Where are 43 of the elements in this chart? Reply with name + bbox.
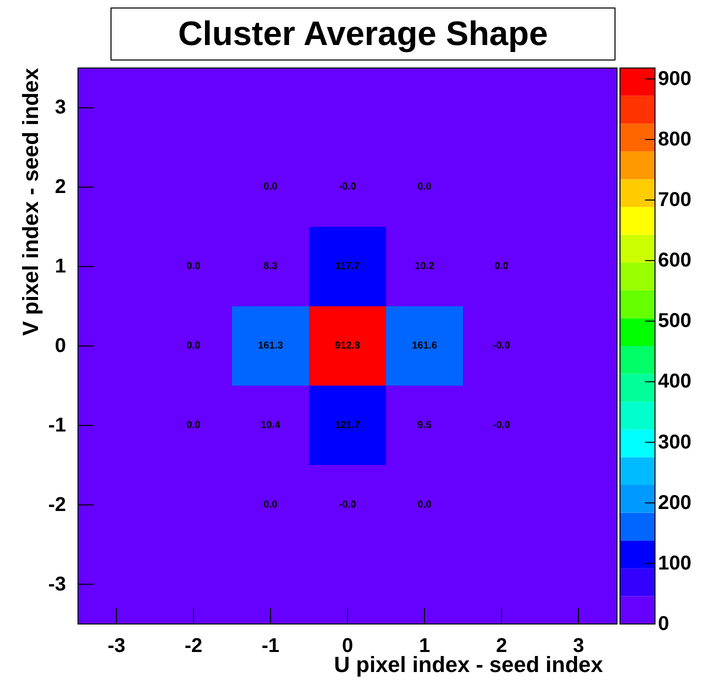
y-tick-label: 1 (54, 256, 66, 278)
color-bar-label: 200 (658, 492, 692, 514)
color-bar-label: 900 (658, 68, 692, 90)
y-tick-label: 2 (54, 176, 66, 198)
y-tick-label: 0 (54, 335, 66, 357)
y-tick-label: -1 (48, 414, 66, 436)
data-label: 912.8 (334, 340, 360, 352)
data-label: 9.5 (418, 420, 432, 431)
x-tick-label: -2 (184, 635, 202, 657)
data-label: -0.0 (492, 420, 511, 431)
color-bar-label: 0 (658, 613, 670, 635)
x-tick-label: -1 (262, 635, 280, 657)
data-label: 161.6 (412, 340, 438, 352)
y-tick-label: 3 (54, 96, 66, 119)
data-label: 0.0 (264, 499, 278, 510)
data-label: 8.3 (264, 261, 278, 272)
data-label: 0.0 (418, 182, 432, 193)
data-label: 121.7 (334, 420, 360, 431)
chart-title: Cluster Average Shape (178, 15, 548, 53)
data-label: 0.0 (494, 261, 509, 272)
data-label: 0.0 (186, 340, 201, 352)
color-bar-label: 500 (658, 310, 692, 332)
data-label: 0.0 (264, 182, 278, 193)
color-bar-label: 300 (658, 431, 692, 454)
data-label: -0.0 (338, 499, 357, 510)
color-bar-label: 400 (658, 370, 692, 393)
data-label: 117.7 (335, 261, 360, 272)
data-label: 10.2 (414, 261, 435, 272)
color-bar-label: 700 (658, 189, 692, 212)
data-label: -0.0 (338, 182, 357, 193)
data-label: -0.0 (492, 340, 511, 352)
x-tick-label: -3 (108, 635, 126, 657)
y-axis-title: V pixel index - seed index (18, 67, 43, 336)
y-tick-label: -3 (48, 573, 66, 596)
data-label: 0.0 (418, 499, 432, 510)
color-bar-label: 100 (658, 552, 692, 574)
data-label: 161.3 (258, 340, 284, 352)
color-bar-label: 600 (658, 250, 692, 272)
y-tick-label: -2 (48, 494, 66, 516)
data-label: 0.0 (186, 420, 201, 431)
color-bar-label: 800 (658, 128, 692, 150)
data-label: 10.4 (260, 420, 281, 431)
data-label: 0.0 (186, 261, 201, 272)
